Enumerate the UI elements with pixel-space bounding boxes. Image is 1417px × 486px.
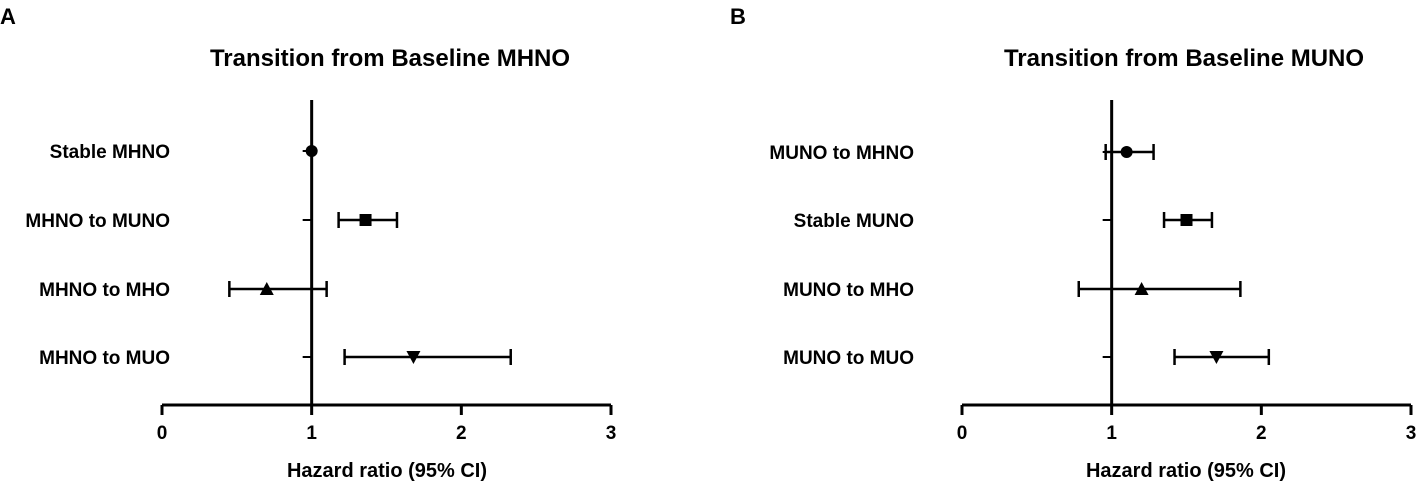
x-tick-label: 1 xyxy=(1106,423,1117,444)
x-tick-label: 2 xyxy=(456,423,467,444)
row-label: MUNO to MHNO xyxy=(769,143,914,164)
x-tick-label: 2 xyxy=(1256,423,1267,444)
panel-b: B Transition from Baseline MUNO Hazard r… xyxy=(730,4,1416,482)
row-label: MHNO to MUNO xyxy=(25,211,170,232)
row-label: Stable MUNO xyxy=(794,211,914,232)
point-marker xyxy=(259,282,274,295)
chart-title: Transition from Baseline MUNO xyxy=(1004,45,1364,72)
point-marker xyxy=(305,145,318,157)
row-label: MHNO to MHO xyxy=(39,280,170,301)
row-label: MUNO to MUO xyxy=(783,348,914,369)
plot-area: 0 1 2 3 Stable MHNO MHNO to MUNO MHNO to MHO MH… xyxy=(25,100,616,444)
panel-a: A Transition from Baseline MHNO Hazard r… xyxy=(0,4,616,482)
chart-title: Transition from Baseline MHNO xyxy=(210,45,570,72)
point-marker xyxy=(359,214,372,226)
point-marker xyxy=(1209,351,1224,364)
row-label: MHNO to MUO xyxy=(39,348,170,369)
x-tick-label: 0 xyxy=(957,423,968,444)
x-tick-label: 1 xyxy=(306,423,317,444)
point-marker xyxy=(1180,214,1193,226)
plot-area: 0 1 2 3 MUNO to MHNO Stable MUNO MUNO to MHO MU… xyxy=(769,100,1416,444)
point-marker xyxy=(1134,282,1149,295)
x-tick-label: 3 xyxy=(1406,423,1417,444)
x-tick-label: 0 xyxy=(157,423,168,444)
x-tick-label: 3 xyxy=(606,423,617,444)
x-axis-title: Hazard ratio (95% CI) xyxy=(287,460,487,482)
x-axis-title: Hazard ratio (95% CI) xyxy=(1086,460,1286,482)
panel-letter: A xyxy=(0,4,16,29)
point-marker xyxy=(406,351,421,364)
row-label: Stable MHNO xyxy=(50,142,170,163)
panel-letter: B xyxy=(730,4,746,29)
point-marker xyxy=(1120,146,1133,158)
row-label: MUNO to MHO xyxy=(783,280,914,301)
